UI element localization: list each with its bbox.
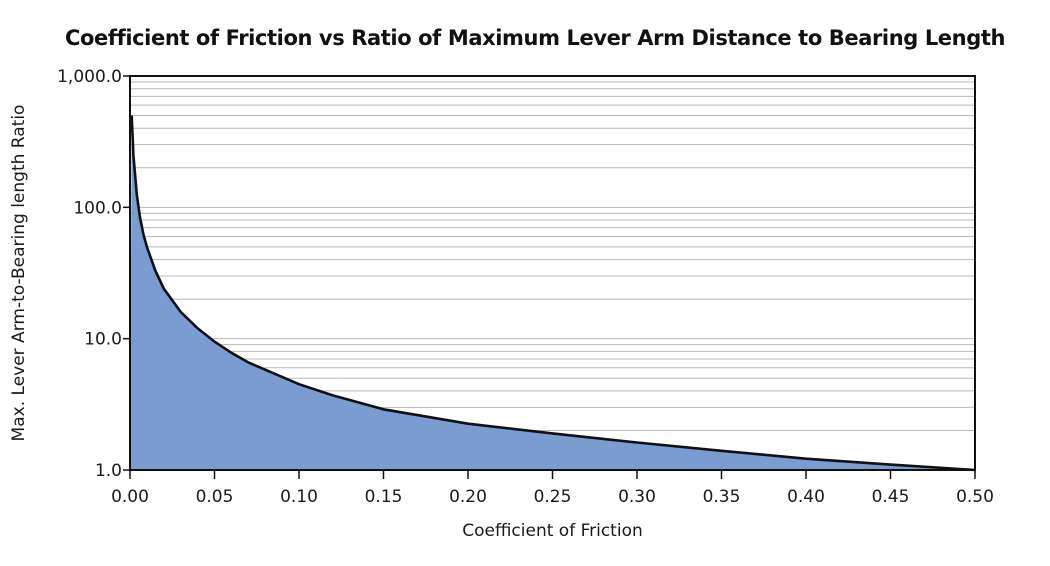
y-tick-label: 1,000.0 bbox=[57, 67, 122, 87]
x-axis-ticks: 0.00 0.05 0.10 0.15 0.20 0.25 0.30 0.35 0.40 0.45… bbox=[111, 470, 994, 507]
x-tick-label: 0.05 bbox=[196, 487, 234, 507]
x-tick-label: 0.00 bbox=[111, 487, 149, 507]
x-tick-label: 0.50 bbox=[956, 487, 994, 507]
x-tick-label: 0.45 bbox=[872, 487, 910, 507]
x-tick-label: 0.20 bbox=[449, 487, 487, 507]
x-tick-label: 0.35 bbox=[703, 487, 741, 507]
y-tick-label: 10.0 bbox=[84, 330, 122, 350]
area-fill bbox=[130, 115, 975, 470]
y-tick-label: 1.0 bbox=[95, 461, 122, 481]
x-axis-title: Coefficient of Friction bbox=[462, 521, 643, 541]
y-axis-title: Max. Lever Arm-to-Bearing length Ratio bbox=[9, 105, 29, 442]
x-tick-label: 0.40 bbox=[787, 487, 825, 507]
x-tick-label: 0.10 bbox=[280, 487, 318, 507]
chart-title: Coefficient of Friction vs Ratio of Maxi… bbox=[64, 26, 1006, 50]
x-tick-label: 0.25 bbox=[534, 487, 572, 507]
y-axis-ticks: 1.0 10.0 100.0 1,000.0 bbox=[57, 67, 130, 481]
y-tick-label: 100.0 bbox=[73, 198, 122, 218]
x-tick-label: 0.15 bbox=[365, 487, 403, 507]
series-line bbox=[130, 115, 976, 472]
x-tick-label: 0.30 bbox=[618, 487, 656, 507]
